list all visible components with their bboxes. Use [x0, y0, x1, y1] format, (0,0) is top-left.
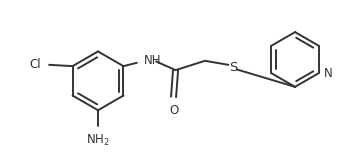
Text: Cl: Cl: [29, 58, 41, 71]
Text: O: O: [169, 104, 178, 117]
Text: N: N: [323, 67, 332, 80]
Text: NH$_2$: NH$_2$: [86, 133, 110, 148]
Text: S: S: [229, 61, 237, 74]
Text: NH: NH: [143, 54, 161, 67]
